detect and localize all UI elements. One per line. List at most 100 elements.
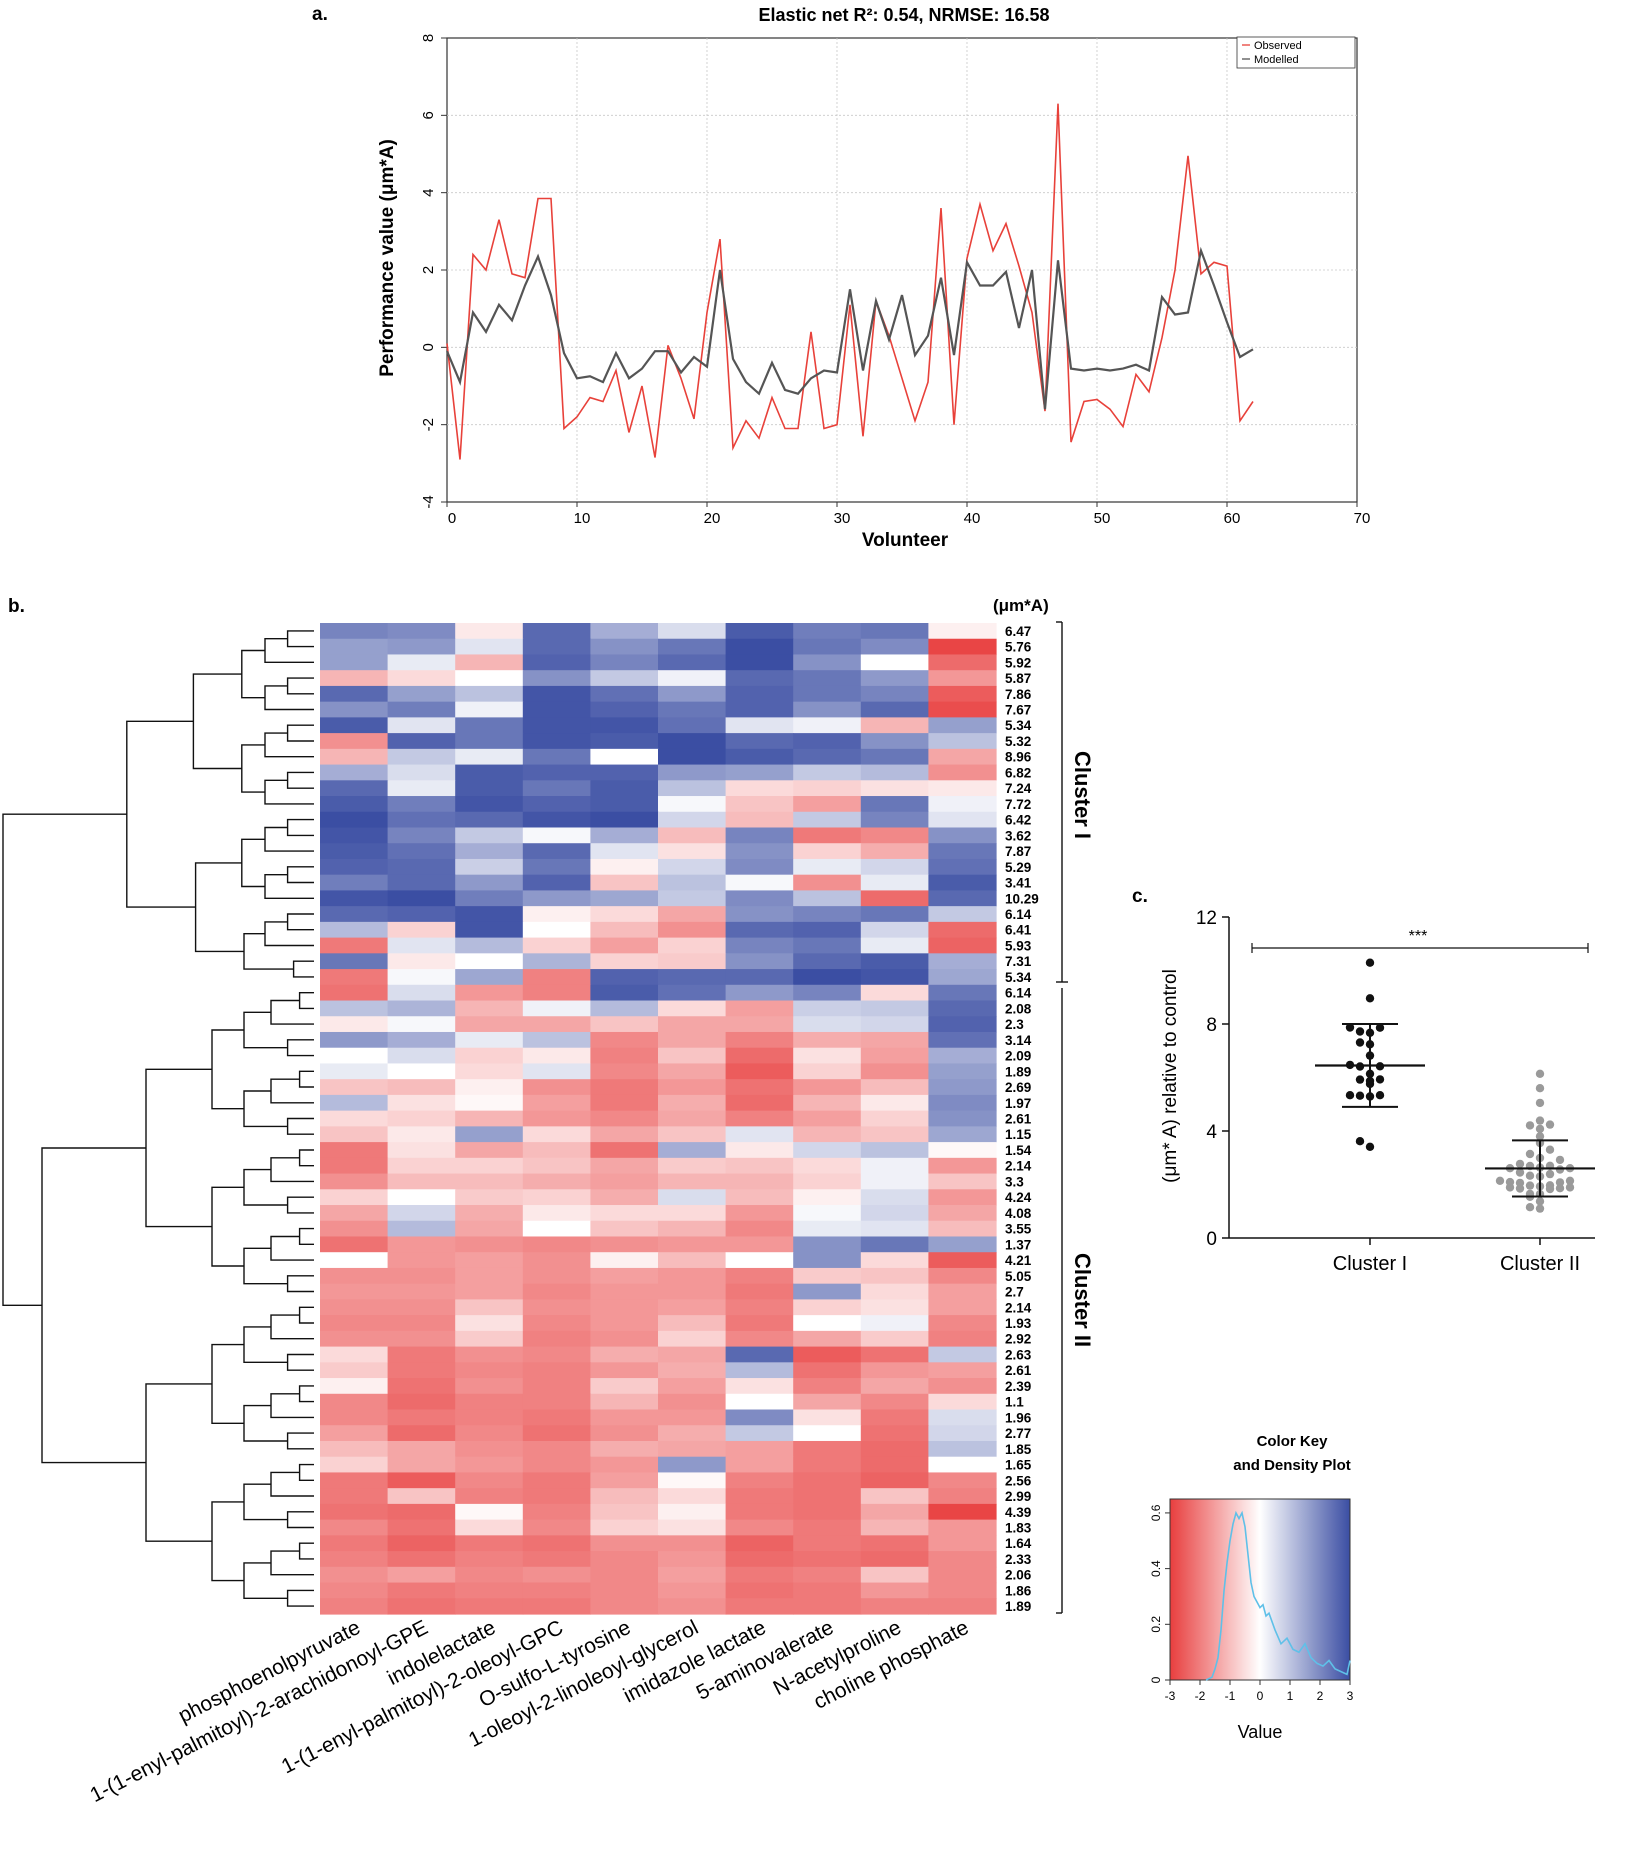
heatmap-cell [320,670,389,687]
heatmap-cell [725,1582,794,1599]
heatmap-cell [455,1456,524,1474]
heatmap-cell [455,717,524,734]
row-label: 7.67 [1005,703,1031,718]
heatmap-cell [320,874,389,892]
heatmap-cell [320,953,389,970]
row-label: 2.99 [1005,1489,1031,1504]
heatmap-cell [928,890,997,907]
heatmap-cell [387,1378,456,1395]
dendrogram-branch [286,724,314,742]
heatmap-cell [590,748,659,766]
heatmap-cell [725,1047,794,1065]
row-label: 5.93 [1005,939,1032,954]
heatmap-cell [725,874,794,892]
heatmap-cell [725,1598,794,1615]
heatmap-cell [320,1283,389,1300]
heatmap-cell [725,1252,794,1269]
row-label: 8.96 [1005,750,1032,765]
dendrogram-branch [145,1383,212,1542]
heatmap-cell [860,1063,929,1080]
heatmap-cell [387,984,456,1002]
heatmap-cell [455,733,524,750]
heatmap-cell [793,811,862,829]
data-point [1555,1184,1565,1193]
heatmap-cell [725,1110,794,1127]
heatmap-cell [320,1488,389,1505]
row-label: 1.15 [1005,1127,1032,1142]
dendrogram-branch [264,826,314,852]
dendrogram-branch [298,1070,314,1088]
heatmap-cell [590,1047,659,1065]
heatmap-cell [387,890,456,907]
heatmap-cell [725,1503,794,1521]
heatmap-cell [860,1252,929,1269]
heatmap-cell [387,1535,456,1552]
heatmap-cell [320,1378,389,1395]
heatmap-cell [522,1393,591,1411]
heatmap-cell [590,843,659,860]
data-point [1495,1176,1505,1186]
heatmap-cell [522,1456,591,1474]
heatmap-cell [725,1000,794,1017]
heatmap-cell [522,733,591,750]
heatmap-cell [320,1063,389,1080]
row-label: 10.29 [1005,891,1039,906]
data-point [1565,1176,1575,1186]
dendrogram-branch [41,1147,146,1464]
row-label: 1.96 [1005,1410,1032,1425]
heatmap-cell [860,796,929,813]
dendrogram-branch [270,1550,314,1576]
heatmap-cell [320,1000,389,1017]
heatmap-cell [590,1456,659,1474]
heatmap-cell [320,969,389,986]
key-x-tick-label: 3 [1347,1689,1354,1703]
heatmap-cell [320,1016,389,1033]
heatmap-cell [320,1551,389,1568]
heatmap-cell [590,701,659,718]
heatmap-cell [590,953,659,970]
dendrogram-branch [286,1117,314,1135]
heatmap-cell [793,1393,862,1411]
y-axis-label: (μm* A) relative to control [1160,969,1181,1183]
heatmap-cell [455,1519,524,1536]
heatmap-cell [387,1110,456,1127]
heatmap-cell [590,1503,659,1521]
key-x-tick-label: 0 [1257,1689,1264,1703]
heatmap-cell [793,1267,862,1285]
heatmap-cell [320,1362,389,1379]
row-label: 3.14 [1005,1033,1032,1048]
row-label: 1.37 [1005,1237,1031,1252]
heatmap-cell [725,1472,794,1489]
heatmap-cell [387,1157,456,1175]
heatmap-cell [658,1173,727,1190]
heatmap-cell [725,984,794,1002]
heatmap-cell [590,1535,659,1552]
heatmap-cell [928,1299,997,1316]
heatmap-cell [860,623,929,640]
heatmap-cell [455,1267,524,1285]
heatmap-cell [590,1315,659,1332]
row-label: 6.41 [1005,923,1032,938]
heatmap-cell [320,921,389,939]
heatmap-cell [455,1378,524,1395]
heatmap-cell [387,1283,456,1300]
heatmap-cell [455,1283,524,1300]
data-point [1535,1069,1545,1079]
heatmap-cell [387,670,456,687]
heatmap-cell [590,858,659,876]
heatmap-cell [455,1393,524,1411]
heatmap-cell [928,1330,997,1348]
heatmap-cell [590,670,659,687]
heatmap-cell [590,1031,659,1049]
heatmap-cell [860,890,929,907]
dendrogram-branch [286,913,314,931]
data-point [1355,1038,1365,1047]
heatmap-cell [928,1283,997,1300]
heatmap-cell [658,906,727,923]
heatmap-cell [928,1016,997,1033]
heatmap-cell [860,1535,929,1552]
heatmap-cell [320,733,389,750]
heatmap-cell [860,1456,929,1474]
heatmap-cell [658,701,727,718]
row-label: 4.08 [1005,1206,1032,1221]
